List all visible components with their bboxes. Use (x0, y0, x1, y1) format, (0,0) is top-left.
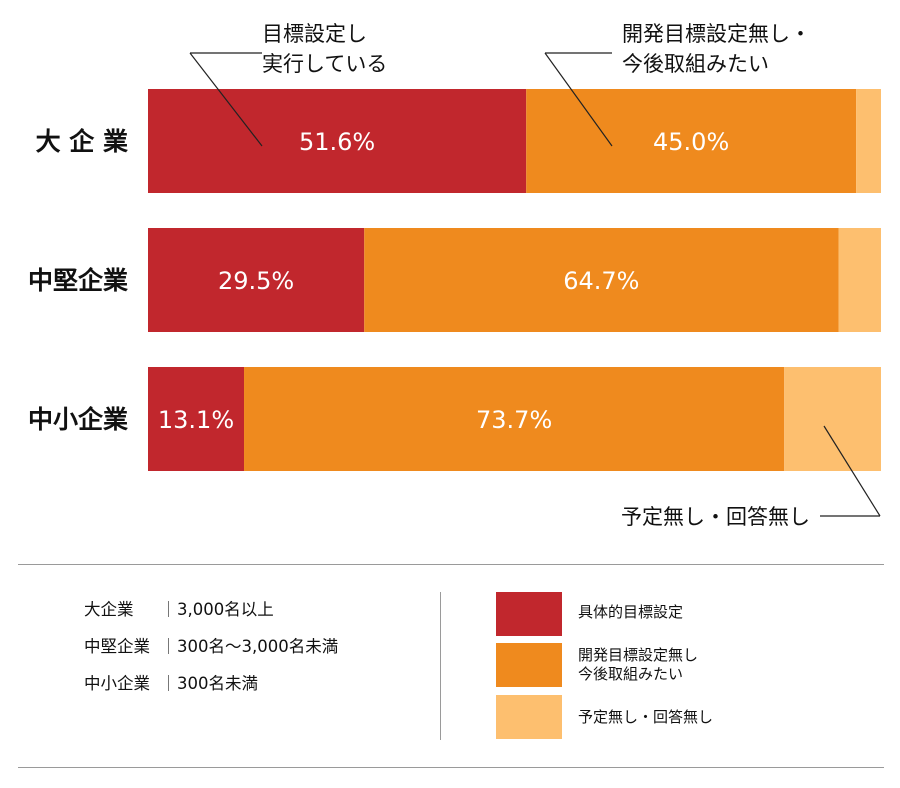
legend-swatch-want-to-start (496, 643, 562, 687)
size-row-small: 中小企業 300名未満 (84, 674, 258, 694)
bar-segment (244, 367, 785, 471)
bar-segment (148, 228, 365, 332)
bar-segment (784, 367, 881, 471)
legend-swatch-no-plan (496, 695, 562, 739)
data-label: 64.7% (563, 267, 639, 295)
legend-swatch-specific-goal (496, 592, 562, 636)
category-label: 中小企業 (28, 405, 128, 434)
bar-segment (838, 228, 881, 332)
annotation-text: 実行している (262, 52, 387, 76)
size-separator (168, 638, 169, 654)
leader-line (823, 425, 881, 517)
bar-segment (364, 228, 839, 332)
size-row-large: 大企業 3,000名以上 (84, 600, 274, 620)
data-label: 29.5% (218, 267, 294, 295)
data-label: 73.7% (476, 406, 552, 434)
annotation-text: 予定無し・回答無し (621, 505, 810, 529)
size-name-large: 大企業 (84, 600, 134, 619)
leader-line (544, 52, 613, 147)
leader-line (189, 52, 263, 147)
annotation-text: 今後取組みたい (622, 52, 769, 76)
bar-segment (526, 89, 857, 193)
bar-segment (148, 367, 245, 471)
bar-segment (148, 89, 527, 193)
data-label: 13.1% (158, 406, 234, 434)
size-separator (168, 675, 169, 691)
size-range-mid: 300名〜3,000名未満 (177, 637, 339, 656)
legend-label-specific-goal: 具体的目標設定 (578, 603, 684, 621)
size-range-large: 3,000名以上 (177, 600, 274, 619)
divider-top (18, 564, 884, 565)
size-name-mid: 中堅企業 (84, 637, 150, 656)
size-separator (168, 601, 169, 617)
annotation-text: 目標設定し (262, 22, 367, 46)
size-range-small: 300名未満 (177, 674, 258, 693)
divider-vertical (440, 592, 441, 740)
divider-bottom (18, 767, 884, 768)
size-row-mid: 中堅企業 300名〜3,000名未満 (84, 637, 338, 657)
category-label: 中堅企業 (28, 266, 128, 295)
category-label: 大 企 業 (36, 127, 128, 156)
size-name-small: 中小企業 (84, 674, 150, 693)
legend-label-no-plan: 予定無し・回答無し (578, 708, 714, 726)
data-label: 45.0% (653, 128, 729, 156)
data-label: 51.6% (299, 128, 375, 156)
annotation-text: 開発目標設定無し・ (622, 22, 811, 46)
bar-segment (856, 89, 881, 193)
legend-label-want-to-start: 開発目標設定無し 今後取組みたい (578, 646, 699, 683)
